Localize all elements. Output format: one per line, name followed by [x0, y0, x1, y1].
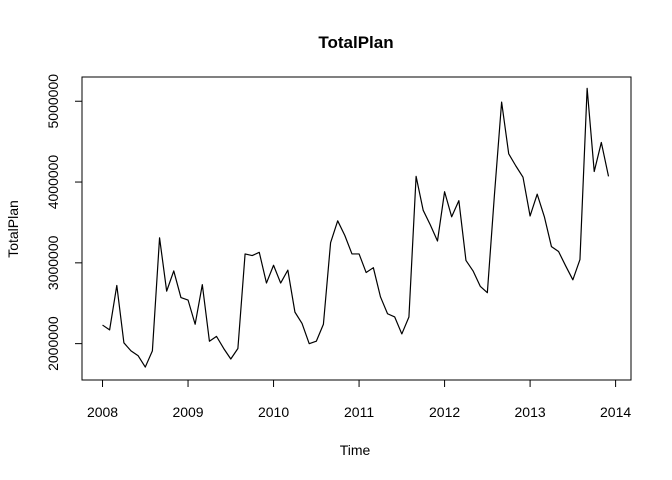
y-tick-label: 5000000 — [45, 74, 61, 129]
x-tick-label: 2013 — [515, 404, 546, 420]
series-line-totalplan — [102, 87, 610, 368]
y-tick-label: 2000000 — [45, 316, 61, 371]
x-tick-label: 2010 — [258, 404, 289, 420]
x-tick-label: 2011 — [344, 404, 374, 420]
y-axis: 2000000 3000000 4000000 5000000 — [45, 74, 83, 371]
y-tick-label: 3000000 — [45, 235, 61, 290]
x-tick-label: 2014 — [600, 404, 631, 420]
y-axis-label: TotalPlan — [5, 200, 21, 258]
plot-frame — [81, 76, 632, 381]
x-tick-label: 2008 — [87, 404, 118, 420]
chart-title: TotalPlan — [318, 33, 393, 52]
x-axis-label: Time — [340, 442, 371, 458]
y-tick-label: 4000000 — [45, 155, 61, 210]
x-tick-label: 2012 — [429, 404, 460, 420]
x-axis: 2008 2009 2010 2011 2012 2013 2014 — [87, 379, 631, 420]
x-tick-label: 2009 — [172, 404, 203, 420]
